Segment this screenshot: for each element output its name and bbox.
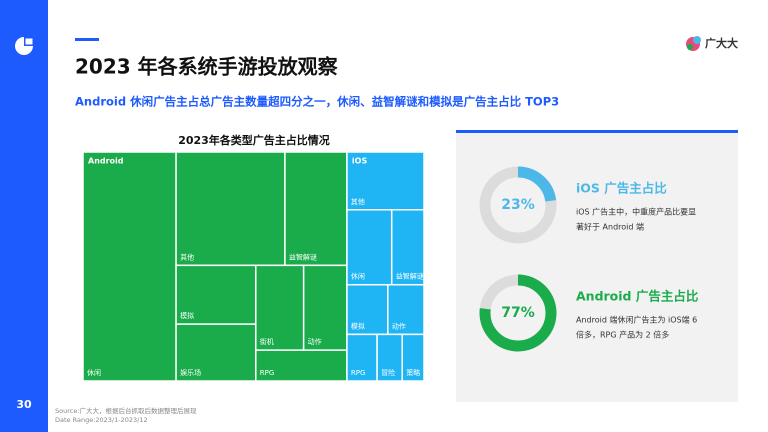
date-note: Date Range:2023/1-2023/12 <box>55 416 148 424</box>
cell-label: 冒险 <box>381 368 395 377</box>
side-panel <box>456 130 738 402</box>
cell-label: 益智解谜 <box>396 272 424 281</box>
donut-description: iOS 广告主中，中重度产品比要显 <box>576 207 696 217</box>
treemap-cell <box>175 264 257 325</box>
logo-text: 广大大 <box>705 36 738 50</box>
side-bar <box>0 0 48 432</box>
donut-arc <box>479 274 557 352</box>
cell-label: 休闲 <box>87 368 101 377</box>
cell-label: 动作 <box>392 321 406 330</box>
cell-label: 模拟 <box>180 311 194 320</box>
treemap-cell <box>390 209 425 286</box>
treemap-cell <box>401 333 425 382</box>
treemap-cell <box>346 151 425 211</box>
slide-subtitle: Android 休闲广告主占总广告主数量超四分之一，休闲、益智解谜和模拟是广告主… <box>75 95 559 109</box>
cell-label: 动作 <box>308 337 322 346</box>
cell-label: RPG <box>260 369 275 377</box>
treemap-cell <box>175 323 257 382</box>
donut-description: 倍多，RPG 产品为 2 倍多 <box>576 330 669 340</box>
donut-description: Android 端休闲广告主为 iOS端 6 <box>576 315 697 325</box>
donut-label: 77% <box>501 305 535 321</box>
treemap-cell <box>376 333 403 382</box>
donut-label: 23% <box>501 197 535 213</box>
treemap-cell <box>82 151 177 382</box>
group-label: iOS <box>352 157 368 166</box>
cell-label: 策略 <box>406 368 420 377</box>
source-note: Source:广大大，根据后台抓取后数据整理后展现 <box>55 406 197 415</box>
donut-title: iOS 广告主占比 <box>576 181 667 196</box>
cell-label: 娱乐场 <box>180 368 201 377</box>
cell-label: 休闲 <box>351 272 365 281</box>
slide-title: 2023 年各系统手游投放观察 <box>75 55 339 79</box>
treemap-title: 2023年各类型广告主占比情况 <box>178 133 330 147</box>
side-icon <box>15 37 33 55</box>
cell-label: 益智解谜 <box>289 252 317 261</box>
logo: 广大大 <box>686 36 738 51</box>
treemap-cell <box>346 283 389 336</box>
donut-description: 著好于 Android 端 <box>576 222 644 232</box>
treemap-cell <box>346 209 393 286</box>
donut-arc <box>517 166 557 202</box>
cell-label: 街机 <box>260 337 274 346</box>
panel-accent <box>456 130 738 133</box>
group-label: Android <box>88 157 124 166</box>
cell-label: 其他 <box>351 197 365 206</box>
page-number: 30 <box>16 398 32 411</box>
treemap-cell <box>175 151 286 267</box>
treemap-cell <box>284 151 348 267</box>
cell-label: 其他 <box>180 252 194 261</box>
cell-label: RPG <box>351 369 366 377</box>
title-accent <box>75 38 99 41</box>
donut-title: Android 广告主占比 <box>576 289 699 304</box>
cell-label: 模拟 <box>351 321 365 330</box>
